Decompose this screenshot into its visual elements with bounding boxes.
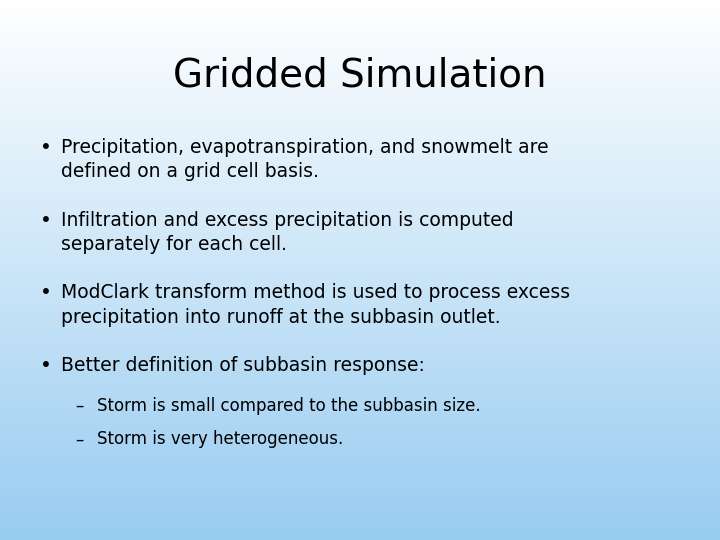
Text: Gridded Simulation: Gridded Simulation <box>174 57 546 94</box>
Text: •: • <box>40 284 51 302</box>
Text: –: – <box>76 397 84 415</box>
Text: –: – <box>76 430 84 448</box>
Text: •: • <box>40 356 51 375</box>
Text: •: • <box>40 138 51 157</box>
Text: •: • <box>40 211 51 229</box>
Text: Storm is very heterogeneous.: Storm is very heterogeneous. <box>97 430 343 448</box>
Text: Better definition of subbasin response:: Better definition of subbasin response: <box>61 356 425 375</box>
Text: Storm is small compared to the subbasin size.: Storm is small compared to the subbasin … <box>97 397 481 415</box>
Text: ModClark transform method is used to process excess
precipitation into runoff at: ModClark transform method is used to pro… <box>61 284 570 327</box>
Text: Infiltration and excess precipitation is computed
separately for each cell.: Infiltration and excess precipitation is… <box>61 211 514 254</box>
Text: Precipitation, evapotranspiration, and snowmelt are
defined on a grid cell basis: Precipitation, evapotranspiration, and s… <box>61 138 549 181</box>
